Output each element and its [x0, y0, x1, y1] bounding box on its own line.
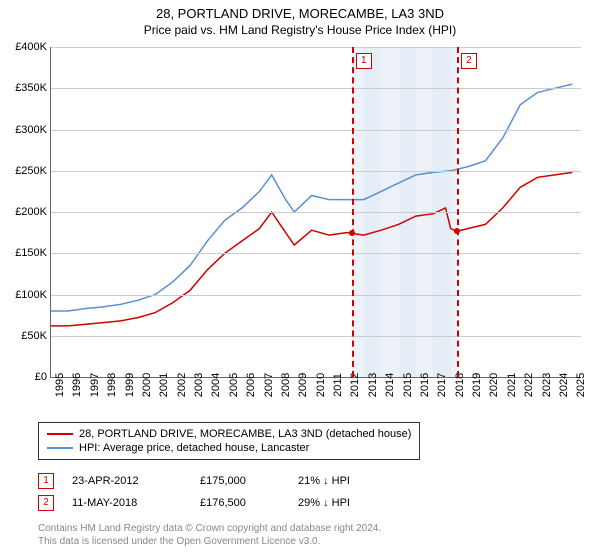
x-axis-label: 2016 [419, 373, 431, 397]
gridline [51, 171, 581, 172]
footer-attribution: Contains HM Land Registry data © Crown c… [38, 522, 600, 548]
x-axis-label: 2000 [141, 373, 153, 397]
x-axis-label: 2009 [297, 373, 309, 397]
y-axis-label: £400K [3, 41, 47, 53]
x-axis-label: 1997 [89, 373, 101, 397]
x-axis-label: 1998 [106, 373, 118, 397]
sale-row-diff: 29% ↓ HPI [298, 497, 388, 509]
sale-point [454, 228, 460, 234]
chart-title: 28, PORTLAND DRIVE, MORECAMBE, LA3 3ND [0, 0, 600, 21]
sale-row-price: £175,000 [200, 475, 280, 487]
x-axis-label: 2008 [280, 373, 292, 397]
gridline [51, 336, 581, 337]
chart-plot-area: £0£50K£100K£150K£200K£250K£300K£350K£400… [50, 47, 581, 378]
x-axis-label: 2015 [402, 373, 414, 397]
x-axis-label: 2019 [471, 373, 483, 397]
x-axis-label: 2014 [384, 373, 396, 397]
y-axis-label: £150K [3, 247, 47, 259]
x-axis-label: 2003 [193, 373, 205, 397]
x-axis-label: 2018 [454, 373, 466, 397]
legend-item: HPI: Average price, detached house, Lanc… [47, 441, 411, 455]
x-axis-label: 2020 [488, 373, 500, 397]
sale-row-marker: 1 [38, 473, 54, 489]
x-axis-label: 1999 [124, 373, 136, 397]
footer-line-1: Contains HM Land Registry data © Crown c… [38, 522, 600, 535]
x-axis-label: 1995 [54, 373, 66, 397]
x-axis-label: 1996 [71, 373, 83, 397]
sale-point [349, 230, 355, 236]
y-axis-label: £0 [3, 371, 47, 383]
sale-marker-line [352, 47, 354, 377]
x-axis-label: 2011 [332, 373, 344, 397]
sale-marker-box: 2 [461, 53, 477, 69]
sale-row: 1 23-APR-2012 £175,000 21% ↓ HPI [38, 470, 600, 492]
sales-table: 1 23-APR-2012 £175,000 21% ↓ HPI 2 11-MAY-201… [38, 470, 600, 514]
y-axis-label: £100K [3, 289, 47, 301]
gridline [51, 253, 581, 254]
gridline [51, 295, 581, 296]
y-axis-label: £200K [3, 206, 47, 218]
legend-label: HPI: Average price, detached house, Lanc… [79, 442, 309, 454]
sale-row: 2 11-MAY-2018 £176,500 29% ↓ HPI [38, 492, 600, 514]
series-line [51, 84, 572, 311]
x-axis-label: 2004 [210, 373, 222, 397]
gridline [51, 47, 581, 48]
x-axis-label: 2013 [367, 373, 379, 397]
legend-label: 28, PORTLAND DRIVE, MORECAMBE, LA3 3ND (… [79, 428, 411, 440]
sale-row-date: 11-MAY-2018 [72, 497, 182, 509]
x-axis-label: 2023 [541, 373, 553, 397]
gridline [51, 212, 581, 213]
x-axis-label: 2010 [315, 373, 327, 397]
sale-row-diff: 21% ↓ HPI [298, 475, 388, 487]
gridline [51, 88, 581, 89]
x-axis-label: 2021 [506, 373, 518, 397]
legend-item: 28, PORTLAND DRIVE, MORECAMBE, LA3 3ND (… [47, 427, 411, 441]
chart-subtitle: Price paid vs. HM Land Registry's House … [0, 21, 600, 37]
x-axis-label: 2025 [575, 373, 587, 397]
x-axis-label: 2005 [228, 373, 240, 397]
x-axis-label: 2017 [436, 373, 448, 397]
x-axis-label: 2006 [245, 373, 257, 397]
footer-line-2: This data is licensed under the Open Gov… [38, 535, 600, 548]
x-axis-label: 2024 [558, 373, 570, 397]
sale-row-date: 23-APR-2012 [72, 475, 182, 487]
x-axis-label: 2002 [176, 373, 188, 397]
sale-row-price: £176,500 [200, 497, 280, 509]
x-axis-label: 2022 [523, 373, 535, 397]
sale-row-marker: 2 [38, 495, 54, 511]
y-axis-label: £50K [3, 330, 47, 342]
x-axis-label: 2001 [158, 373, 170, 397]
chart-legend: 28, PORTLAND DRIVE, MORECAMBE, LA3 3ND (… [38, 422, 420, 460]
gridline [51, 130, 581, 131]
sale-marker-line [457, 47, 459, 377]
chart-container: 28, PORTLAND DRIVE, MORECAMBE, LA3 3ND P… [0, 0, 600, 560]
legend-swatch [47, 447, 73, 449]
y-axis-label: £350K [3, 82, 47, 94]
y-axis-label: £300K [3, 124, 47, 136]
y-axis-label: £250K [3, 165, 47, 177]
sale-marker-box: 1 [356, 53, 372, 69]
legend-swatch [47, 433, 73, 435]
x-axis-label: 2007 [263, 373, 275, 397]
